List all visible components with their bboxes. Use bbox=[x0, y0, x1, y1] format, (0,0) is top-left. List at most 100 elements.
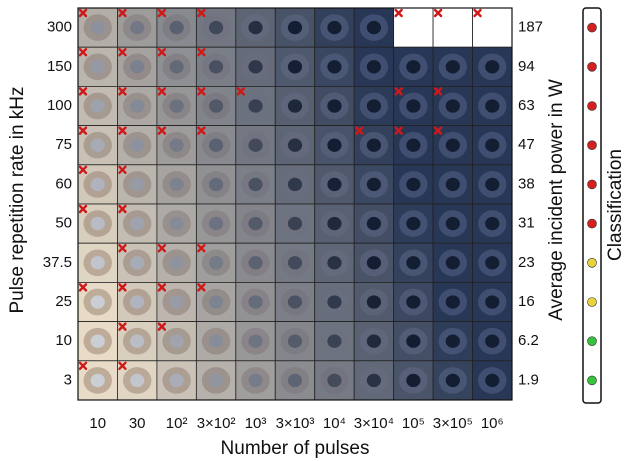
crater bbox=[288, 139, 302, 152]
crater bbox=[209, 60, 223, 73]
crater bbox=[406, 295, 420, 308]
crater bbox=[248, 217, 262, 230]
crater bbox=[446, 256, 460, 269]
power-label: 23 bbox=[518, 254, 535, 271]
crater bbox=[248, 139, 262, 152]
crater bbox=[170, 99, 184, 112]
crater bbox=[485, 335, 499, 348]
crater bbox=[288, 374, 302, 387]
crater bbox=[91, 21, 105, 34]
crater bbox=[91, 217, 105, 230]
classification-dot bbox=[588, 258, 597, 267]
crater bbox=[327, 217, 341, 230]
crater bbox=[91, 99, 105, 112]
crater bbox=[91, 374, 105, 387]
classification-dot bbox=[588, 180, 597, 189]
crater bbox=[327, 21, 341, 34]
crater bbox=[170, 217, 184, 230]
classification-dot bbox=[588, 219, 597, 228]
x-axis-title: Number of pulses bbox=[221, 438, 370, 459]
classification-dot bbox=[588, 141, 597, 150]
crater bbox=[327, 374, 341, 387]
crater bbox=[130, 335, 144, 348]
crater bbox=[248, 256, 262, 269]
crater bbox=[367, 335, 381, 348]
crater bbox=[288, 295, 302, 308]
crater bbox=[406, 256, 420, 269]
crater bbox=[446, 178, 460, 191]
column-label: 10⁶ bbox=[481, 415, 504, 432]
classification-dot bbox=[588, 337, 597, 346]
crater bbox=[485, 178, 499, 191]
column-label: 30 bbox=[129, 415, 146, 432]
row-label: 100 bbox=[47, 97, 72, 114]
crater bbox=[130, 99, 144, 112]
legend-title: Classification bbox=[605, 149, 625, 261]
crater bbox=[170, 335, 184, 348]
crater bbox=[248, 60, 262, 73]
column-label: 10² bbox=[166, 415, 188, 432]
crater bbox=[209, 99, 223, 112]
column-label: 10⁴ bbox=[323, 415, 346, 432]
column-label: 10 bbox=[89, 415, 106, 432]
classification-dot bbox=[588, 62, 597, 71]
crater bbox=[327, 295, 341, 308]
crater bbox=[248, 21, 262, 34]
crater bbox=[288, 335, 302, 348]
crater bbox=[130, 21, 144, 34]
crater bbox=[170, 139, 184, 152]
crater bbox=[209, 217, 223, 230]
power-label: 1.9 bbox=[518, 371, 539, 388]
crater bbox=[170, 374, 184, 387]
power-label: 38 bbox=[518, 175, 535, 192]
crater bbox=[209, 295, 223, 308]
classification-dot bbox=[588, 23, 597, 32]
crater bbox=[485, 60, 499, 73]
crater bbox=[446, 217, 460, 230]
row-label: 300 bbox=[47, 19, 72, 36]
power-label: 6.2 bbox=[518, 332, 539, 349]
crater bbox=[170, 21, 184, 34]
crater bbox=[485, 139, 499, 152]
crater bbox=[327, 139, 341, 152]
column-label: 3×10⁴ bbox=[354, 415, 394, 432]
crater bbox=[170, 178, 184, 191]
power-label: 16 bbox=[518, 293, 535, 310]
crater bbox=[367, 99, 381, 112]
crater bbox=[248, 335, 262, 348]
power-label: 63 bbox=[518, 97, 535, 114]
crater bbox=[248, 178, 262, 191]
crater bbox=[130, 295, 144, 308]
crater bbox=[406, 60, 420, 73]
crater bbox=[130, 374, 144, 387]
crater bbox=[91, 139, 105, 152]
crater bbox=[130, 217, 144, 230]
crater bbox=[248, 295, 262, 308]
row-label: 75 bbox=[55, 136, 72, 153]
crater bbox=[91, 335, 105, 348]
row-label: 37.5 bbox=[43, 254, 72, 271]
crater bbox=[209, 335, 223, 348]
crater bbox=[209, 178, 223, 191]
crater bbox=[446, 295, 460, 308]
crater bbox=[446, 335, 460, 348]
row-label: 50 bbox=[55, 215, 72, 232]
crater bbox=[367, 217, 381, 230]
crater bbox=[248, 374, 262, 387]
crater bbox=[367, 256, 381, 269]
crater bbox=[485, 217, 499, 230]
column-label: 3×10⁵ bbox=[433, 415, 473, 432]
crater bbox=[446, 139, 460, 152]
crater bbox=[288, 99, 302, 112]
classification-dot bbox=[588, 298, 597, 307]
crater bbox=[406, 374, 420, 387]
column-label: 10³ bbox=[245, 415, 267, 432]
crater bbox=[209, 374, 223, 387]
crater bbox=[327, 60, 341, 73]
crater bbox=[91, 178, 105, 191]
crater bbox=[485, 99, 499, 112]
crater bbox=[91, 60, 105, 73]
row-label: 3 bbox=[64, 371, 72, 388]
crater bbox=[130, 256, 144, 269]
crater bbox=[367, 60, 381, 73]
